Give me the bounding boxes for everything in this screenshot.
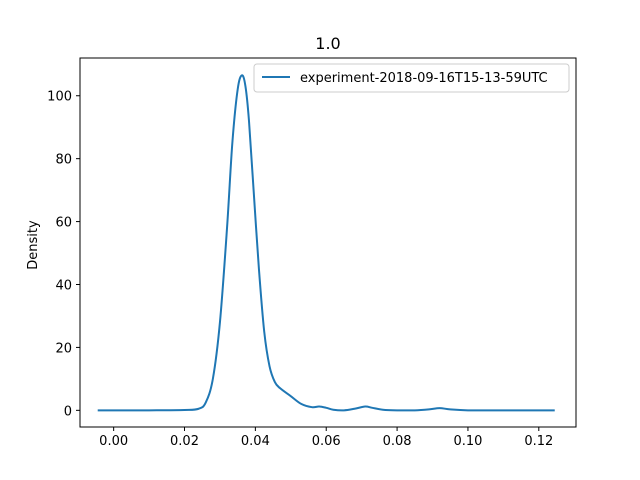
series-line <box>97 74 555 412</box>
x-tick-label: 0.06 <box>312 434 341 449</box>
chart-title: 1.0 <box>315 34 340 53</box>
y-tick-label: 20 <box>55 341 72 356</box>
x-tick-label: 0.10 <box>453 434 482 449</box>
y-tick-label: 60 <box>55 216 72 231</box>
x-tick-label: 0.00 <box>99 434 128 449</box>
x-axis: 0.00 0.02 0.04 0.06 0.08 0.10 0.12 <box>99 427 553 449</box>
y-tick-label: 80 <box>55 153 72 168</box>
y-tick-label: 40 <box>55 278 72 293</box>
y-tick-label: 0 <box>64 404 72 419</box>
legend-label: experiment-2018-09-16T15-13-59UTC <box>300 71 548 86</box>
x-tick-label: 0.02 <box>170 434 199 449</box>
x-tick-label: 0.08 <box>383 434 412 449</box>
x-tick-label: 0.04 <box>241 434 270 449</box>
y-axis-label: Density <box>26 220 41 270</box>
y-axis: 0 20 40 60 80 100 <box>47 90 80 419</box>
legend-frame <box>253 63 570 93</box>
legend: experiment-2018-09-16T15-13-59UTC <box>253 63 570 93</box>
plot-area <box>97 74 555 412</box>
x-tick-label: 0.12 <box>524 434 553 449</box>
axes-frame <box>79 57 577 428</box>
y-tick-label: 100 <box>47 90 72 105</box>
